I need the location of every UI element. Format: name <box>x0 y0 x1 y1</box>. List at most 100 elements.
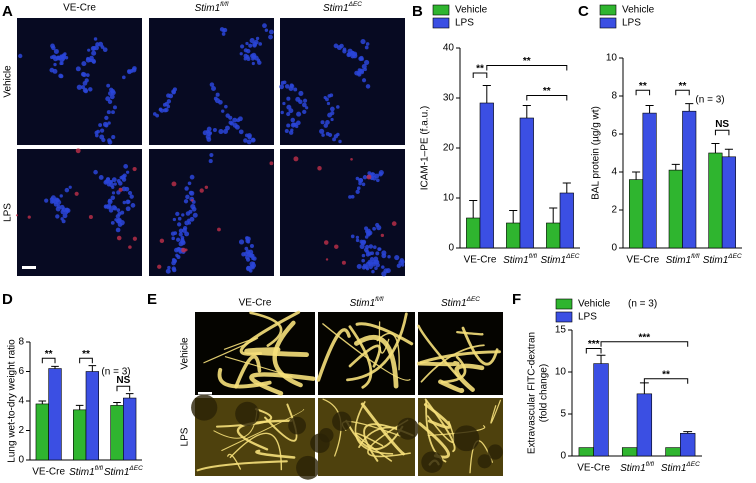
nucleus <box>375 222 380 228</box>
significance: ** <box>639 81 647 92</box>
bar <box>466 217 481 249</box>
bar <box>668 169 683 249</box>
nucleus <box>248 268 253 273</box>
nucleus <box>359 239 364 244</box>
stain <box>199 188 204 193</box>
nucleus <box>62 213 68 219</box>
legend-swatch <box>432 4 450 16</box>
nucleus <box>350 234 355 239</box>
nucleus <box>365 84 371 89</box>
nucleus <box>51 54 57 59</box>
nucleus <box>60 217 64 221</box>
nucleus <box>238 239 245 245</box>
error-bar <box>113 401 121 406</box>
vessel <box>376 332 400 371</box>
nucleus <box>55 198 59 202</box>
bar <box>665 447 681 457</box>
vessel <box>234 354 262 389</box>
nucleus <box>288 108 294 114</box>
void <box>191 394 218 421</box>
nucleus <box>268 34 273 40</box>
y-tick-label: 10 <box>555 367 567 378</box>
nucleus <box>104 115 109 121</box>
vessel <box>249 372 316 396</box>
nucleus <box>115 227 121 233</box>
nucleus <box>248 43 253 48</box>
nucleus <box>355 176 360 181</box>
scale-bar <box>22 266 36 269</box>
vessel <box>438 379 465 393</box>
bar <box>519 117 534 249</box>
nucleus <box>189 174 195 180</box>
error-bar <box>683 431 693 434</box>
micrograph <box>310 398 419 476</box>
vessel <box>215 408 273 428</box>
nucleus <box>228 115 233 120</box>
bar <box>578 447 594 457</box>
stain <box>391 221 397 226</box>
stain <box>325 258 329 261</box>
bracket <box>526 95 568 101</box>
stain <box>116 235 122 241</box>
nucleus <box>59 194 63 198</box>
nucleus <box>170 231 176 236</box>
nucleus <box>113 105 117 110</box>
stain <box>128 245 132 249</box>
nucleus <box>104 204 108 209</box>
y-tick-label: 0 <box>560 451 566 462</box>
panel-letter: D <box>2 291 13 308</box>
significance: ** <box>679 81 687 92</box>
nucleus <box>87 48 91 52</box>
x-tick-label: Stim1fl/fl <box>69 465 103 478</box>
bracket <box>635 89 651 96</box>
nucleus <box>59 204 65 210</box>
nucleus <box>182 226 188 231</box>
error-bar <box>38 400 47 404</box>
micrograph <box>279 18 405 145</box>
bar <box>680 433 696 457</box>
y-tick-label: 40 <box>443 43 455 54</box>
bracket <box>79 357 93 364</box>
nucleus <box>363 67 367 72</box>
nucleus <box>212 128 217 133</box>
error-bar <box>724 148 733 157</box>
y-tick-label: 30 <box>443 93 455 104</box>
nucleus <box>80 71 86 77</box>
stain <box>132 236 137 241</box>
nucleus <box>284 84 290 89</box>
row-label: Vehicle <box>180 337 191 370</box>
nucleus <box>249 243 254 248</box>
nucleus <box>374 173 380 179</box>
nucleus <box>180 240 186 246</box>
y-tick-label: 0 <box>448 243 454 254</box>
error-bar <box>711 143 720 153</box>
nucleus <box>218 129 224 135</box>
bracket <box>472 72 488 78</box>
legend-label: LPS <box>578 312 597 323</box>
x-tick-label: Stim1ΔEC <box>703 253 742 266</box>
void <box>421 451 443 473</box>
nucleus <box>336 132 340 137</box>
nucleus <box>360 57 364 61</box>
nucleus <box>91 50 97 56</box>
nucleus <box>323 123 328 128</box>
row-label: Vehicle <box>3 65 14 98</box>
micrograph <box>17 18 142 145</box>
nucleus <box>184 186 189 191</box>
micrograph <box>15 148 142 276</box>
nucleus <box>302 98 308 103</box>
nucleus <box>122 75 126 80</box>
legend-label: Vehicle <box>622 5 655 16</box>
bar <box>559 192 574 249</box>
nucleus <box>211 86 217 91</box>
bracket <box>600 341 689 347</box>
bracket <box>41 357 56 364</box>
vessel <box>239 310 301 356</box>
vessel <box>236 419 293 451</box>
void <box>397 417 419 440</box>
nucleus <box>159 108 164 113</box>
nucleus <box>110 88 115 94</box>
nucleus <box>106 110 111 115</box>
nucleus <box>95 133 99 138</box>
vessel <box>316 328 351 382</box>
